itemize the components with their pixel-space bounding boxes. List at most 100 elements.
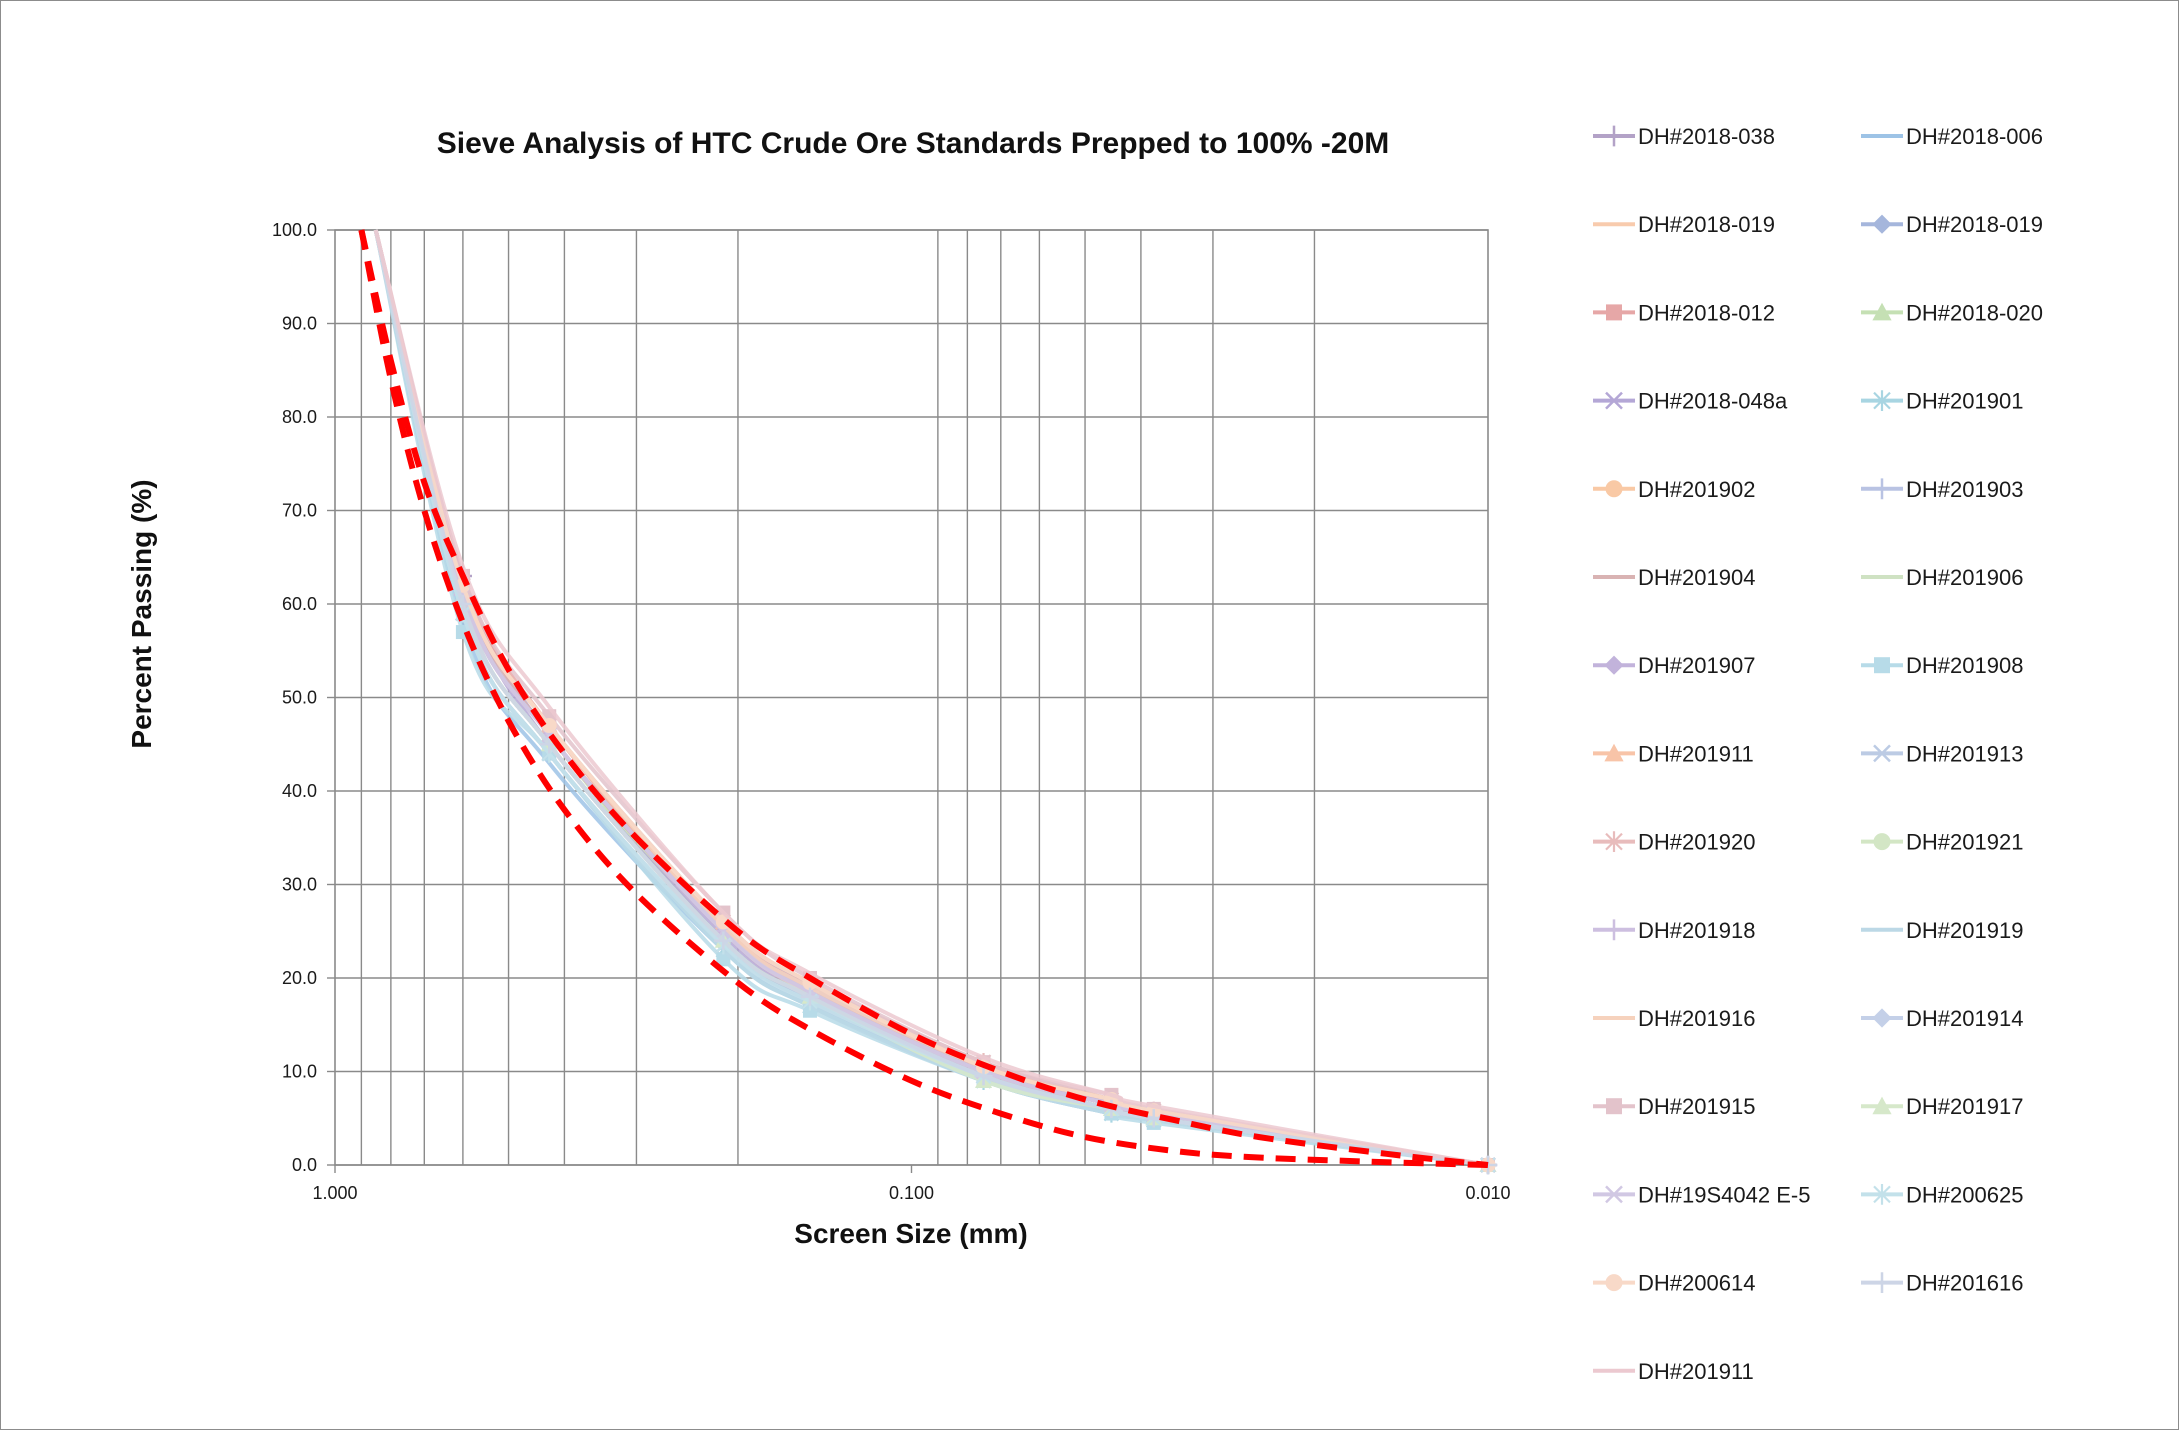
legend-label: DH#2018-020 bbox=[1906, 300, 2043, 325]
legend-swatch-marker bbox=[1872, 302, 1892, 321]
legend-swatch-marker bbox=[1605, 831, 1623, 852]
legend-swatch-marker bbox=[1873, 390, 1891, 411]
legend-swatch-marker bbox=[1873, 744, 1891, 763]
series-dh-201911 bbox=[373, 229, 1489, 1167]
legend-label: DH#201913 bbox=[1906, 741, 2023, 766]
legend-label: DH#200625 bbox=[1906, 1182, 2023, 1207]
legend-swatch-marker bbox=[1874, 657, 1890, 674]
legend-item: DH#200625 bbox=[1861, 1182, 2023, 1207]
legend-label: DH#200614 bbox=[1638, 1271, 1755, 1296]
data-point bbox=[714, 931, 733, 950]
y-tick-label: 70.0 bbox=[282, 501, 317, 521]
y-tick-label: 0.0 bbox=[292, 1155, 317, 1175]
legend-label: DH#201908 bbox=[1906, 653, 2023, 678]
legend-swatch-marker bbox=[1871, 1272, 1893, 1293]
legend-item: DH#200614 bbox=[1593, 1271, 1755, 1296]
legend-label: DH#201915 bbox=[1638, 1094, 1755, 1119]
legend-label: DH#201907 bbox=[1638, 653, 1755, 678]
y-tick-label: 10.0 bbox=[282, 1062, 317, 1082]
legend-swatch-marker bbox=[1871, 478, 1893, 500]
y-tick-label: 30.0 bbox=[282, 875, 317, 895]
legend-item: DH#2018-019 bbox=[1593, 212, 1775, 237]
legend-swatch-marker bbox=[1603, 919, 1625, 941]
legend-item: DH#201915 bbox=[1593, 1094, 1755, 1119]
legend-item: DH#201908 bbox=[1861, 653, 2023, 678]
y-tick-label: 60.0 bbox=[282, 594, 317, 614]
legend-item: DH#201916 bbox=[1593, 1006, 1755, 1031]
legend-item: DH#2018-048a bbox=[1593, 389, 1788, 414]
legend-label: DH#201904 bbox=[1638, 565, 1755, 590]
legend-item: DH#2018-006 bbox=[1861, 124, 2043, 149]
legend-item: DH#201906 bbox=[1861, 565, 2023, 590]
legend-swatch-marker bbox=[1872, 1096, 1892, 1115]
x-tick-label: 0.100 bbox=[889, 1183, 934, 1203]
envelope-layer bbox=[358, 229, 1489, 1168]
y-tick-label: 50.0 bbox=[282, 688, 317, 708]
series-line bbox=[373, 229, 1489, 1167]
y-tick-label: 40.0 bbox=[282, 781, 317, 801]
legend-swatch-marker bbox=[1605, 391, 1623, 410]
legend-item: DH#201918 bbox=[1593, 918, 1755, 943]
legend-label: DH#2018-048a bbox=[1638, 389, 1788, 414]
legend-label: DH#2018-038 bbox=[1638, 124, 1775, 149]
chart-title: Sieve Analysis of HTC Crude Ore Standard… bbox=[437, 127, 1390, 160]
legend-item: DH#201904 bbox=[1593, 565, 1755, 590]
legend-swatch-marker bbox=[1873, 1184, 1891, 1205]
legend-label: DH#201616 bbox=[1906, 1271, 2023, 1296]
legend-item: DH#19S4042 E-5 bbox=[1593, 1182, 1810, 1207]
legend-item: DH#201902 bbox=[1593, 477, 1755, 502]
x-tick-label: 1.000 bbox=[312, 1183, 357, 1203]
legend-item: DH#201921 bbox=[1861, 830, 2023, 855]
legend-swatch-marker bbox=[1605, 480, 1623, 498]
legend-label: DH#201911 bbox=[1638, 741, 1754, 766]
data-point bbox=[541, 718, 557, 734]
y-tick-label: 90.0 bbox=[282, 314, 317, 334]
legend-label: DH#201919 bbox=[1906, 918, 2023, 943]
y-tick-label: 100.0 bbox=[272, 220, 317, 240]
legend-item: DH#201911 bbox=[1593, 1359, 1754, 1384]
legend-label: DH#201921 bbox=[1906, 830, 2023, 855]
legend-item: DH#201903 bbox=[1861, 477, 2023, 502]
legend-label: DH#19S4042 E-5 bbox=[1638, 1182, 1810, 1207]
axes: 0.0 10.0 20.0 30.0 40.0 50.0 60.0 70.0 80.0 90.0 1… bbox=[272, 220, 1511, 1203]
legend-label: DH#2018-019 bbox=[1638, 212, 1775, 237]
legend-label: DH#201906 bbox=[1906, 565, 2023, 590]
grid bbox=[335, 229, 1488, 1166]
legend-label: DH#2018-012 bbox=[1638, 300, 1775, 325]
legend-item: DH#2018-012 bbox=[1593, 300, 1775, 325]
legend-label: DH#2018-019 bbox=[1906, 212, 2043, 237]
legend-item: DH#201920 bbox=[1593, 830, 1755, 855]
envelope-line-upper bbox=[358, 229, 1489, 1168]
legend-label: DH#201918 bbox=[1638, 918, 1755, 943]
y-tick-label: 20.0 bbox=[282, 968, 317, 988]
legend-swatch-marker bbox=[1606, 304, 1622, 321]
data-point bbox=[800, 987, 820, 1006]
y-axis-title: Percent Passing (%) bbox=[126, 479, 157, 748]
legend-swatch-marker bbox=[1604, 655, 1624, 675]
legend-item: DH#201913 bbox=[1861, 741, 2023, 766]
legend-item: DH#201616 bbox=[1861, 1271, 2023, 1296]
legend-swatch-marker bbox=[1872, 214, 1892, 234]
legend-swatch-marker bbox=[1606, 1098, 1622, 1115]
legend-label: DH#201901 bbox=[1906, 389, 2023, 414]
legend-item: DH#2018-019 bbox=[1861, 212, 2043, 237]
legend-item: DH#2018-020 bbox=[1861, 300, 2043, 325]
series-layer bbox=[373, 229, 1498, 1175]
legend-item: DH#201917 bbox=[1861, 1094, 2023, 1119]
envelope-line-lower bbox=[358, 229, 1489, 1168]
x-axis-title: Screen Size (mm) bbox=[794, 1218, 1027, 1249]
legend-label: DH#201911 bbox=[1638, 1359, 1754, 1384]
legend-label: DH#201914 bbox=[1906, 1006, 2023, 1031]
legend-label: DH#201917 bbox=[1906, 1094, 2023, 1119]
legend-label: DH#2018-006 bbox=[1906, 124, 2043, 149]
legend: DH#2018-038 DH#2018-006 DH#2018-019 DH#2018… bbox=[1593, 124, 2043, 1384]
legend-label: DH#201916 bbox=[1638, 1006, 1755, 1031]
legend-item: DH#2018-038 bbox=[1593, 124, 1775, 149]
legend-label: DH#201903 bbox=[1906, 477, 2023, 502]
data-point bbox=[974, 1067, 993, 1086]
legend-label: DH#201920 bbox=[1638, 830, 1755, 855]
legend-label: DH#201902 bbox=[1638, 477, 1755, 502]
legend-swatch-marker bbox=[1872, 1008, 1892, 1028]
